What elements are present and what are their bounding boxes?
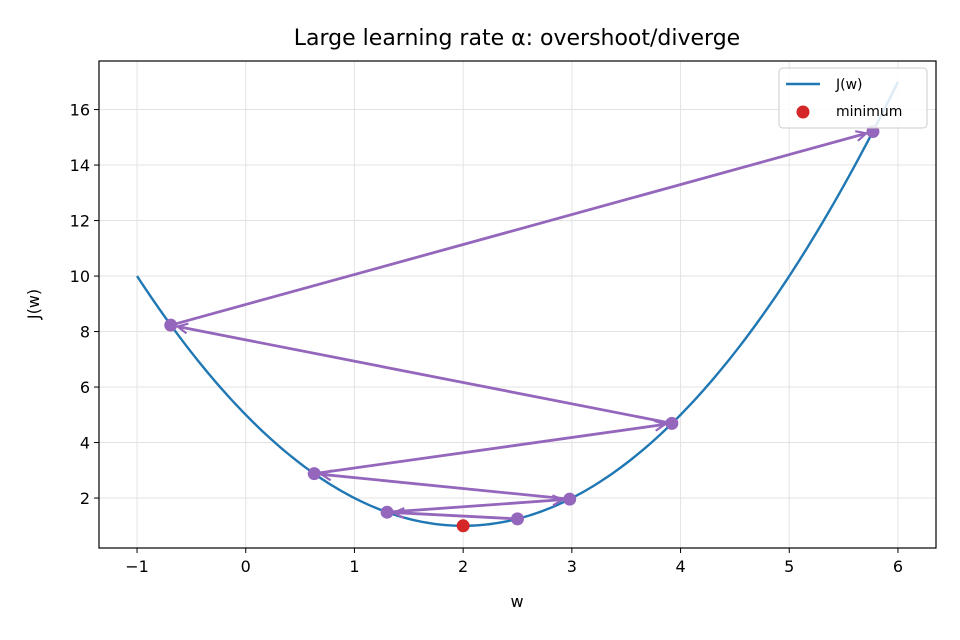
chart-title: Large learning rate α: overshoot/diverge: [294, 26, 740, 51]
step-arrow: [170, 133, 866, 327]
y-tick-label: 12: [70, 212, 90, 231]
arrow-layer: [170, 133, 866, 521]
x-tick-label: 3: [567, 557, 577, 576]
x-tick-label: 4: [675, 557, 685, 576]
grid: [99, 61, 936, 548]
x-axis-title: w: [510, 592, 523, 611]
x-tick-label: 6: [893, 557, 903, 576]
legend-label-minimum: minimum: [836, 104, 902, 120]
iterate-point: [380, 505, 394, 519]
step-arrow: [314, 424, 665, 476]
step-arrow: [394, 513, 518, 521]
x-axis: −1 0 1 2 3 4 5 6: [125, 548, 903, 576]
y-tick-label: 6: [80, 378, 90, 397]
y-tick-label: 14: [70, 156, 90, 175]
minimum-point: [456, 519, 470, 533]
x-tick-label: 0: [241, 557, 251, 576]
x-tick-label: −1: [125, 557, 149, 576]
iterate-point: [511, 512, 524, 526]
point-layer: [164, 124, 880, 533]
step-arrow: [386, 500, 563, 514]
iterate-point: [563, 492, 577, 506]
y-tick-label: 2: [80, 489, 90, 508]
legend-label-curve: J(w): [835, 77, 863, 93]
y-tick-label: 4: [80, 434, 90, 453]
x-tick-label: 5: [784, 557, 794, 576]
x-tick-label: 2: [458, 557, 468, 576]
step-arrow: [321, 474, 570, 501]
iterate-point: [307, 467, 321, 481]
step-arrow: [178, 327, 673, 425]
legend: J(w) minimum: [778, 67, 928, 129]
x-tick-label: 1: [349, 557, 359, 576]
iterate-point: [164, 318, 178, 332]
legend-swatch-minimum: [796, 105, 810, 119]
y-tick-label: 8: [80, 323, 90, 342]
iterate-point: [665, 416, 679, 430]
y-tick-label: 16: [70, 101, 90, 120]
y-tick-label: 10: [70, 267, 90, 286]
y-axis: 2 4 6 8 10 12 14 16: [70, 101, 99, 508]
y-axis-title: J(w): [24, 289, 43, 320]
plot-frame: [98, 60, 937, 549]
